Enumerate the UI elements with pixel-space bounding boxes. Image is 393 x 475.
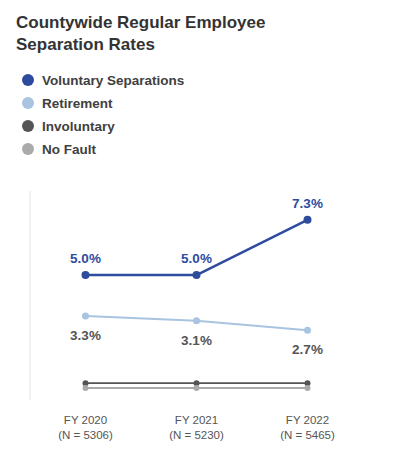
- legend: Voluntary Separations Retirement Involunta…: [22, 73, 184, 157]
- legend-label: No Fault: [42, 142, 96, 157]
- series: [83, 385, 311, 391]
- series: [82, 312, 311, 333]
- legend-swatch: [22, 97, 34, 109]
- data-labels: 5.0% 5.0% 7.3% 3.3% 3.1% 2.7%: [70, 196, 323, 358]
- series-line: [86, 220, 308, 275]
- plot-area: [82, 216, 312, 391]
- data-label: 2.7%: [292, 342, 323, 357]
- legend-label: Retirement: [42, 96, 113, 111]
- series-marker: [304, 216, 312, 224]
- data-label: 3.3%: [70, 328, 101, 343]
- series-marker: [194, 385, 200, 391]
- series-marker: [193, 317, 200, 324]
- data-label: 5.0%: [70, 251, 101, 266]
- series-marker: [82, 271, 90, 279]
- y-axis-line: [30, 191, 31, 400]
- title: Countywide Regular EmployeeSeparation Ra…: [16, 13, 265, 54]
- series-marker: [83, 385, 89, 391]
- data-label: 3.1%: [181, 333, 212, 348]
- x-tick-label: FY 2020(N = 5306): [58, 414, 113, 441]
- legend-label: Voluntary Separations: [42, 73, 184, 88]
- x-axis: FY 2020(N = 5306) FY 2021(N = 5230) FY 202…: [58, 414, 335, 441]
- x-tick-label: FY 2022(N = 5465): [280, 414, 335, 441]
- data-label: 7.3%: [292, 196, 323, 211]
- series-marker: [82, 312, 89, 319]
- chart: Countywide Regular EmployeeSeparation Ra…: [0, 0, 393, 475]
- x-tick-label: FY 2021(N = 5230): [169, 414, 224, 441]
- series-line: [86, 316, 308, 330]
- legend-swatch: [22, 120, 34, 132]
- series-marker: [304, 327, 311, 334]
- series: [82, 216, 312, 279]
- data-label: 5.0%: [181, 251, 212, 266]
- legend-swatch: [22, 74, 34, 86]
- legend-label: Involuntary: [42, 119, 115, 134]
- series-marker: [305, 385, 311, 391]
- series-marker: [193, 271, 201, 279]
- legend-swatch: [22, 143, 34, 155]
